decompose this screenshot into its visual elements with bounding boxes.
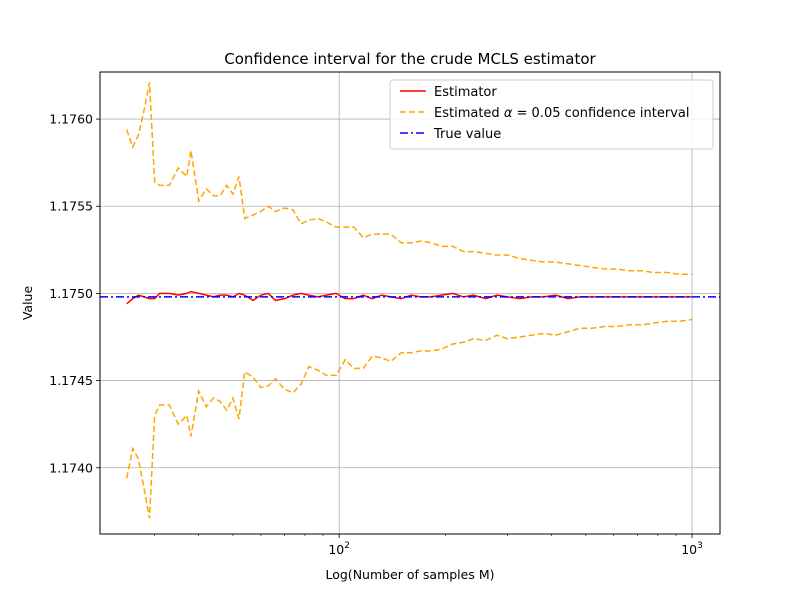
x-axis-ticks: 102 103 [154, 534, 703, 557]
series-line-1 [126, 82, 693, 275]
y-axis-label: Value [20, 286, 35, 321]
legend-entry-label: True value [433, 127, 501, 142]
series-line-0 [126, 290, 693, 305]
x-axis-label: Log(Number of samples M) [325, 567, 494, 582]
plot-frame [99, 71, 721, 535]
series-group [100, 82, 720, 519]
x-tick-label: 103 [681, 541, 703, 557]
chart-title: Confidence interval for the crude MCLS e… [224, 50, 596, 68]
y-tick-label: 1.1750 [49, 286, 93, 301]
y-tick-label: 1.1745 [49, 373, 93, 388]
x-tick-label: 102 [328, 541, 350, 557]
legend-entry-label: Estimator [434, 85, 497, 100]
legend-entry-label: Estimated α = 0.05 confidence interval [434, 106, 689, 121]
y-axis-ticks: 1.1740 1.1745 1.1750 1.1755 1.1760 [49, 112, 100, 475]
y-tick-label: 1.1755 [49, 199, 93, 214]
legend: Estimator Estimated α = 0.05 confidence i… [389, 79, 714, 150]
series-line-2 [125, 318, 693, 519]
legend-box [389, 79, 714, 150]
y-tick-label: 1.1760 [49, 112, 93, 127]
y-tick-label: 1.1740 [49, 460, 93, 475]
